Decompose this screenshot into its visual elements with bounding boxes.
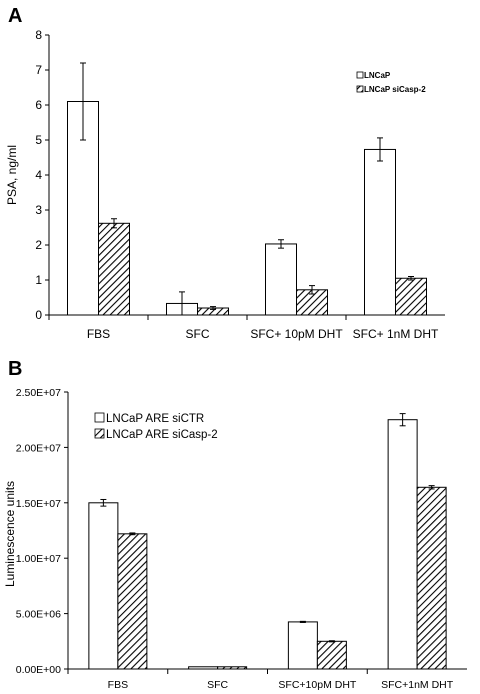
panel-a-error-bars — [80, 62, 414, 316]
panel-b-error-bars — [100, 413, 435, 643]
panel-a-label: A — [8, 5, 22, 27]
panel-b-y-ticks: 0.00E+00 5.00E+06 1.00E+07 1.50E+07 2.00E+07… — [16, 387, 68, 676]
x-tick-label: SFC — [186, 327, 210, 341]
panel-b-x-tick-labels: FBS SFC SFC+10pM DHT SFC+1nM DHT — [67, 669, 454, 691]
legend-label-lncap-sicasp2: LNCaP siCasp-2 — [364, 85, 426, 94]
bar-sicasp2 — [217, 666, 248, 670]
bar-control — [88, 502, 119, 670]
panel-a-y-ticks: 0 1 2 3 4 5 6 7 8 — [35, 28, 49, 322]
panel-b-legend: LNCaP ARE siCTR LNCaP ARE siCasp-2 — [94, 412, 218, 441]
panel-a-x-tick-labels: FBS SFC SFC+ 10pM DHT SFC+ 1nM DHT — [48, 315, 439, 341]
legend-swatch-lncap-sicasp2 — [356, 85, 364, 93]
x-tick-label: SFC+1nM DHT — [381, 679, 454, 691]
panel-b-label: B — [8, 358, 22, 380]
bar-sicasp2 — [416, 486, 447, 670]
x-tick-label: SFC — [207, 679, 228, 691]
bar-control — [287, 621, 318, 670]
y-tick-label: 2.00E+07 — [16, 442, 61, 454]
legend-label-lncap: LNCaP — [364, 71, 391, 80]
panel-a-y-axis-title: PSA, ng/ml — [5, 145, 19, 205]
y-tick-label: 1.50E+07 — [16, 498, 61, 510]
legend-swatch-sicasp2 — [94, 428, 105, 439]
x-tick-label: FBS — [108, 679, 128, 691]
y-tick-label: 5 — [35, 133, 42, 147]
bar-control — [364, 148, 396, 316]
bar-sicasp2 — [296, 289, 328, 316]
y-tick-label: 2 — [35, 238, 42, 252]
x-tick-label: SFC+ 1nM DHT — [353, 327, 439, 341]
y-tick-label: 7 — [35, 63, 42, 77]
y-tick-label: 1.00E+07 — [16, 553, 61, 565]
panel-a-bars — [67, 101, 427, 316]
y-tick-label: 8 — [35, 28, 42, 42]
bar-control — [387, 419, 418, 670]
legend-swatch-lncap — [356, 71, 364, 79]
bar-sicasp2 — [98, 222, 130, 316]
y-tick-label: 3 — [35, 203, 42, 217]
y-tick-label: 2.50E+07 — [16, 387, 61, 399]
y-tick-label: 1 — [35, 273, 42, 287]
panel-b-y-axis-title: Luminescence units — [3, 481, 17, 587]
bar-control — [188, 666, 219, 670]
bar-sicasp2 — [395, 277, 427, 316]
bar-sicasp2 — [117, 533, 148, 670]
y-tick-label: 6 — [35, 98, 42, 112]
x-tick-label: FBS — [87, 327, 110, 341]
legend-label-sictr: LNCaP ARE siCTR — [106, 413, 204, 425]
y-tick-label: 5.00E+06 — [16, 609, 61, 621]
panel-b-bars — [88, 419, 447, 670]
bar-sicasp2 — [316, 640, 347, 670]
panel-b: B Luminescence units 0.00E+00 5.00E+06 1.0… — [3, 358, 467, 691]
panel-a: A PSA, ng/ml 0 1 2 3 4 5 6 7 8 FBS SFC SFC+ 10pM D… — [5, 5, 445, 341]
y-tick-label: 4 — [35, 168, 42, 182]
y-tick-label: 0 — [35, 308, 42, 322]
y-tick-label: 0.00E+00 — [16, 664, 61, 676]
x-tick-label: SFC+ 10pM DHT — [250, 327, 343, 341]
x-tick-label: SFC+10pM DHT — [278, 679, 356, 691]
legend-label-sicasp2: LNCaP ARE siCasp-2 — [106, 429, 218, 441]
panel-a-legend: LNCaP LNCaP siCasp-2 — [356, 71, 426, 94]
legend-swatch-sictr — [94, 412, 105, 423]
bar-control — [265, 243, 297, 316]
